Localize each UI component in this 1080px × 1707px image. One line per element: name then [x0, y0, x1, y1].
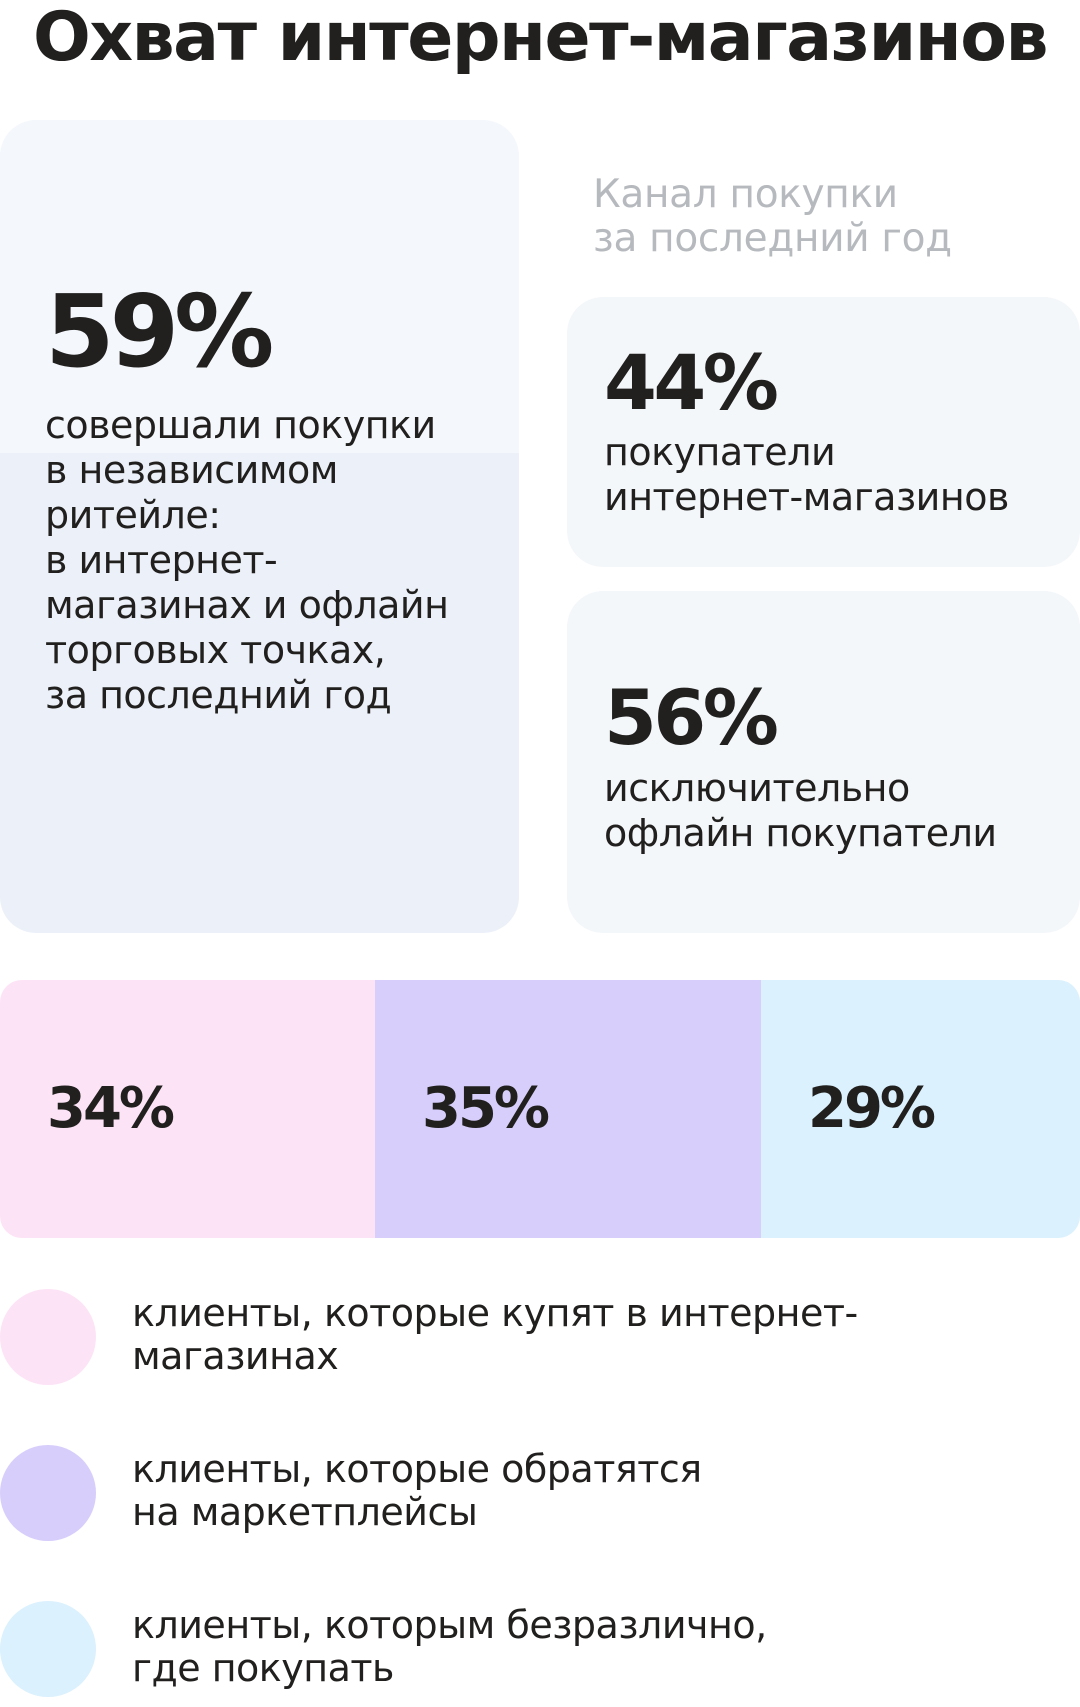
bar-value-label: 29% — [808, 1076, 936, 1141]
legend-label: клиенты, которые обратятся на маркетплей… — [132, 1447, 702, 1534]
bar-value-label: 34% — [47, 1076, 175, 1141]
independent-retail-card: 59% совершали покупки в независимом рите… — [0, 120, 519, 933]
bar-segment — [761, 980, 1080, 1238]
bar-segment — [0, 980, 375, 1238]
stacked-bar-chart: 34% 35% 29% — [0, 980, 1080, 1238]
bar-value-label: 35% — [422, 1076, 550, 1141]
online-buyers-description: покупатели интернет-магазинов — [604, 430, 1009, 519]
offline-buyers-value: 56% — [604, 673, 779, 762]
bar-segment — [375, 980, 761, 1238]
page-title: Охват интернет-магазинов — [32, 0, 1049, 77]
independent-retail-description: совершали покупки в независимом ритейле:… — [45, 403, 449, 717]
online-buyers-card: 44% покупатели интернет-магазинов — [567, 297, 1080, 567]
legend-swatch — [0, 1601, 96, 1697]
legend-item: клиенты, которые купят в интернет- магаз… — [0, 1289, 1080, 1389]
offline-buyers-card: 56% исключительно офлайн покупатели — [567, 591, 1080, 933]
legend-label: клиенты, которые купят в интернет- магаз… — [132, 1291, 858, 1378]
independent-retail-value: 59% — [45, 273, 274, 390]
legend-label: клиенты, которым безразлично, где покупа… — [132, 1603, 767, 1690]
legend-swatch — [0, 1289, 96, 1385]
legend-swatch — [0, 1445, 96, 1541]
legend-item: клиенты, которым безразлично, где покупа… — [0, 1601, 1080, 1701]
online-buyers-value: 44% — [604, 338, 779, 427]
channel-label: Канал покупки за последний год — [593, 172, 952, 261]
offline-buyers-description: исключительно офлайн покупатели — [604, 766, 997, 855]
legend-item: клиенты, которые обратятся на маркетплей… — [0, 1445, 1080, 1545]
